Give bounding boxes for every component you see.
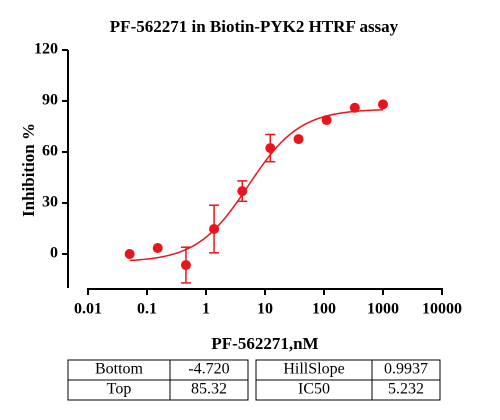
point xyxy=(180,260,191,271)
point xyxy=(293,134,304,145)
param-value: -4.720 xyxy=(188,361,229,378)
param-name: HillSlope xyxy=(283,361,344,378)
param-name: Top xyxy=(107,381,132,398)
y-tick-label: 30 xyxy=(42,194,58,211)
point xyxy=(124,249,135,259)
point xyxy=(152,243,163,254)
param-value: 85.32 xyxy=(191,381,227,398)
y-axis-label: Inhibition % xyxy=(19,123,38,217)
point xyxy=(321,115,332,126)
x-tick-label: 0.01 xyxy=(74,301,102,318)
x-tick-label: 0.1 xyxy=(137,301,157,318)
x-tick-label: 10000 xyxy=(422,301,462,318)
point xyxy=(349,102,360,113)
x-tick-label: 1000 xyxy=(367,301,399,318)
chart-title: PF-562271 in Biotin-PYK2 HTRF assay xyxy=(110,17,399,36)
point xyxy=(265,143,276,154)
param-name: Bottom xyxy=(95,361,144,378)
y-tick-label: 90 xyxy=(42,92,58,109)
point xyxy=(237,186,248,197)
param-name: IC50 xyxy=(298,381,330,398)
y-tick-label: 0 xyxy=(50,245,58,262)
point xyxy=(209,224,220,235)
x-tick-label: 100 xyxy=(312,301,336,318)
param-value: 5.232 xyxy=(388,381,424,398)
x-axis-label: PF-562271,nM xyxy=(211,334,318,353)
y-tick-label: 120 xyxy=(34,41,58,58)
x-tick-label: 1 xyxy=(202,301,210,318)
fit-curve xyxy=(129,109,384,262)
x-tick-label: 10 xyxy=(257,301,273,318)
point xyxy=(378,99,388,110)
y-tick-label: 60 xyxy=(42,143,58,160)
param-value: 0.9937 xyxy=(384,361,428,378)
